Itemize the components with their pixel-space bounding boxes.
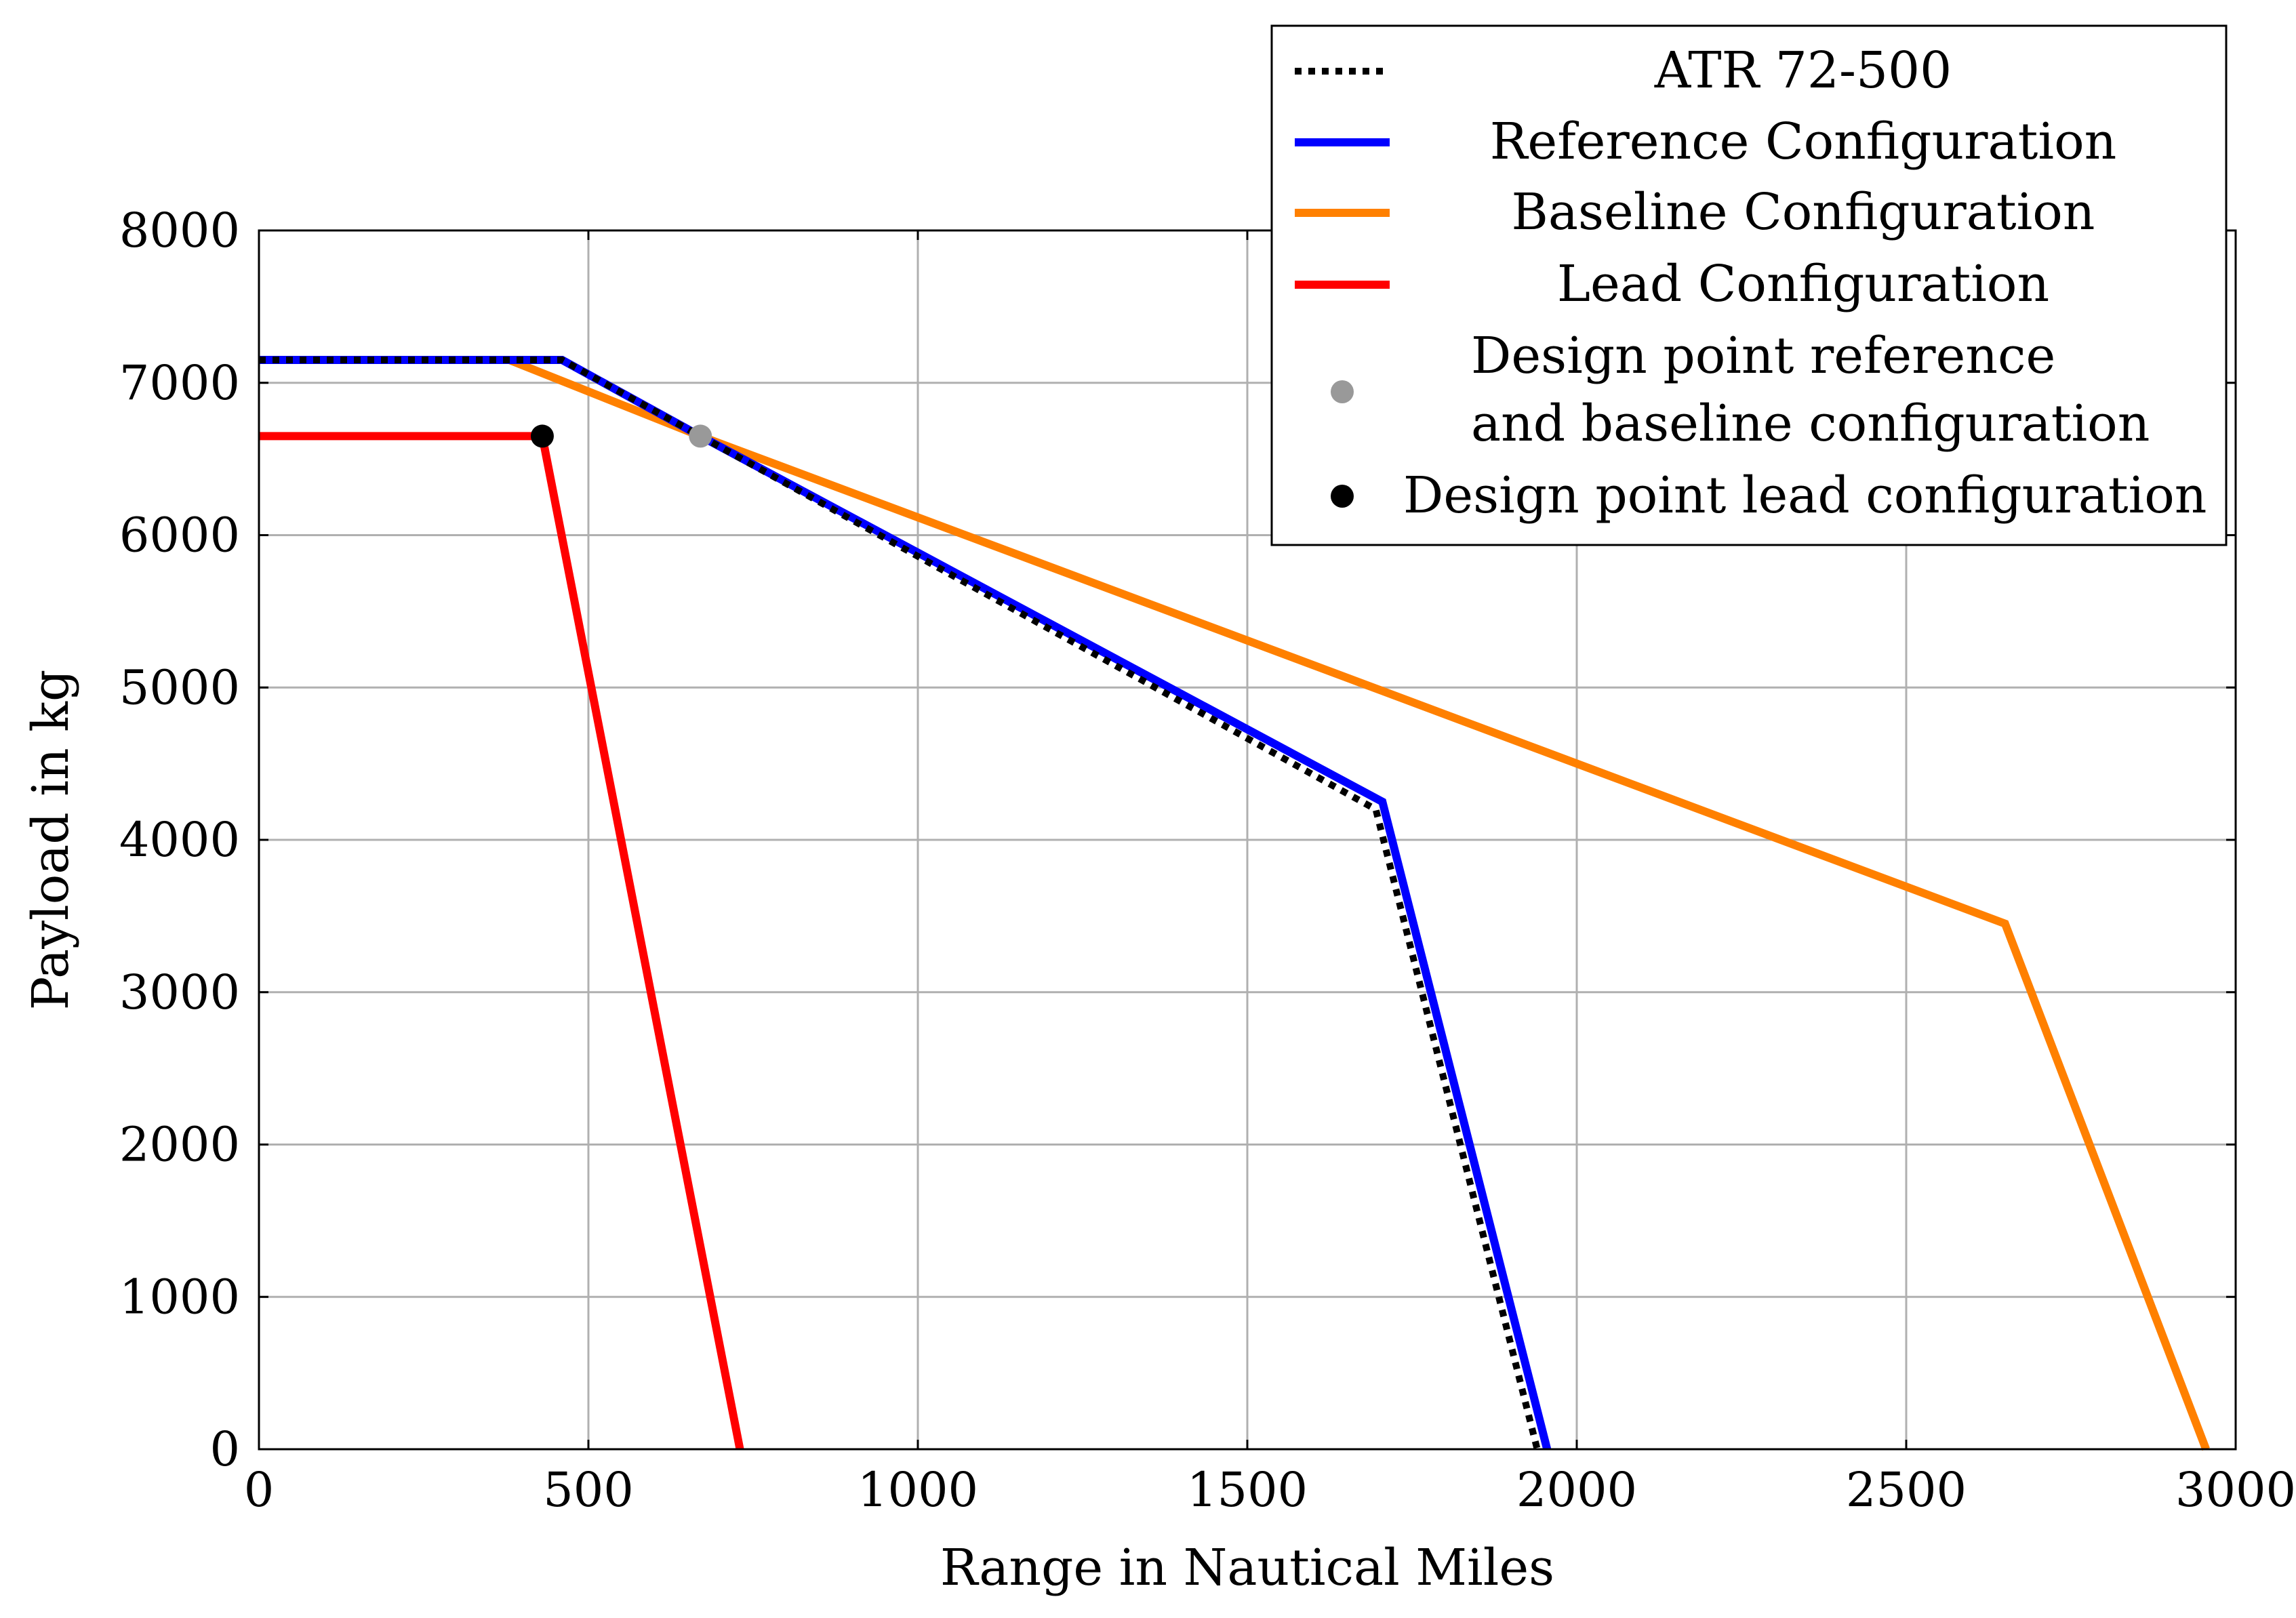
point-design-point-lead-configuration: [530, 424, 554, 448]
legend-label: Baseline Configuration: [1512, 183, 2095, 241]
x-tick-label: 2000: [1516, 1462, 1637, 1518]
x-tick-label: 1500: [1187, 1462, 1308, 1518]
legend-label: Design point reference: [1471, 327, 2055, 385]
legend-box: [1270, 24, 2228, 546]
design-points-layer: [530, 424, 712, 448]
y-tick-label: 3000: [119, 965, 240, 1020]
legend-swatch-point: [1331, 485, 1354, 508]
legend-swatch-point: [1331, 380, 1354, 403]
legend-label: Design point lead configuration: [1403, 466, 2207, 525]
y-tick-label: 0: [209, 1421, 240, 1477]
legend-label: Lead Configuration: [1557, 255, 2049, 313]
axis-ticks: 0 500 1000 1500 2000 2500 3000 0 1000 2000 3000 400…: [119, 203, 2296, 1518]
x-tick-label: 2500: [1846, 1462, 1967, 1518]
grid: [259, 230, 2236, 1449]
x-axis-label: Range in Nautical Miles: [940, 1539, 1554, 1597]
x-tick-label: 500: [543, 1462, 634, 1518]
y-tick-label: 8000: [119, 203, 240, 258]
y-tick-label: 5000: [119, 660, 240, 715]
legend-label: ATR 72-500: [1654, 41, 1952, 100]
legend-label: and baseline configuration: [1471, 395, 2150, 453]
point-design-point-reference-and-baseline-configuration: [689, 424, 712, 448]
y-axis-label: Payload in kg: [22, 670, 80, 1011]
legend-label: Reference Configuration: [1490, 113, 2117, 171]
x-tick-label: 0: [244, 1462, 275, 1518]
y-tick-label: 7000: [119, 355, 240, 411]
y-tick-label: 1000: [119, 1269, 240, 1324]
y-tick-label: 6000: [119, 508, 240, 563]
y-tick-label: 2000: [119, 1117, 240, 1173]
x-tick-label: 1000: [858, 1462, 978, 1518]
y-tick-label: 4000: [119, 812, 240, 868]
x-tick-label: 3000: [2175, 1462, 2296, 1518]
legend: ATR 72-500 Reference Configuration Baselin…: [1270, 24, 2228, 546]
